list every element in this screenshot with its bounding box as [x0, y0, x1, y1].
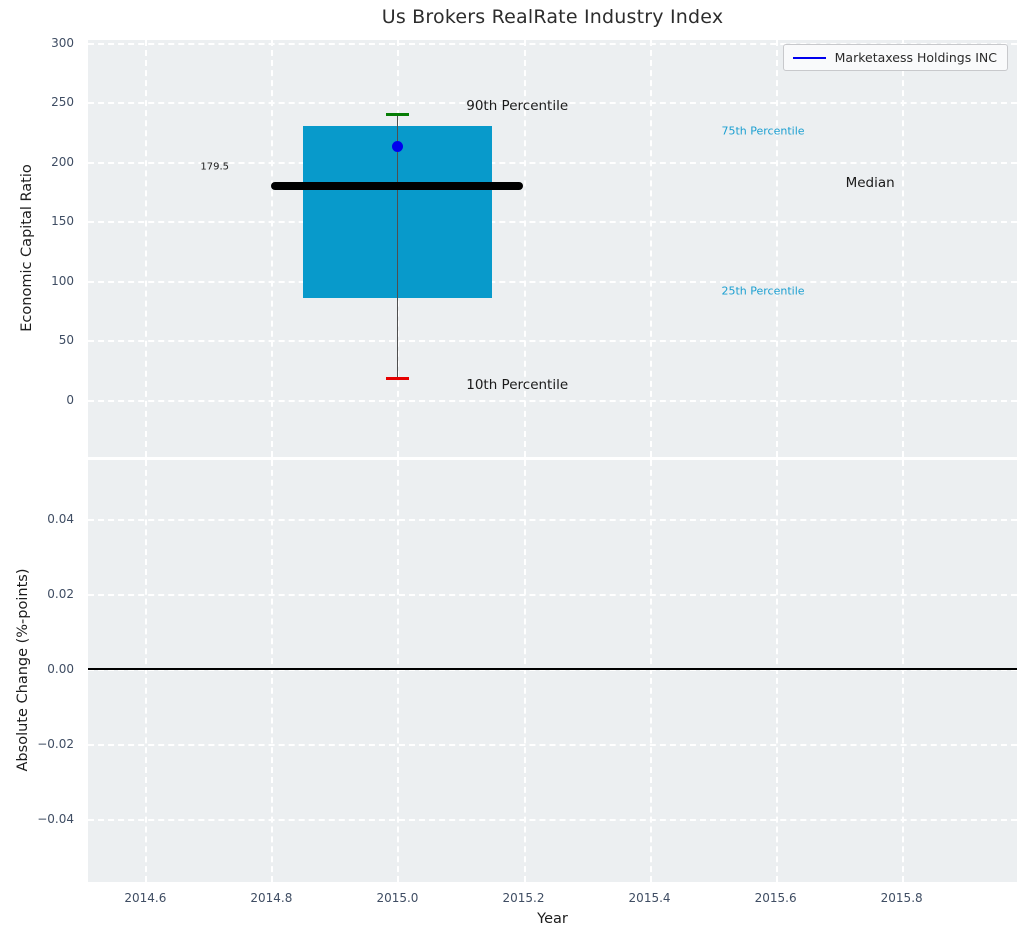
- x-tick-label: 2014.8: [250, 891, 293, 905]
- vertical-gridline: [145, 40, 148, 457]
- horizontal-gridline: [88, 743, 1017, 746]
- zero-reference-line: [88, 667, 1017, 670]
- legend: Marketaxess Holdings INC: [782, 44, 1008, 71]
- p10-cap-marker: [385, 376, 409, 381]
- x-tick-label: 2014.6: [124, 891, 167, 905]
- vertical-gridline: [775, 40, 778, 457]
- horizontal-gridline: [88, 102, 1017, 105]
- vertical-gridline: [523, 460, 526, 882]
- horizontal-gridline: [88, 593, 1017, 596]
- top-plot-area: Marketaxess Holdings INC 179.5 90th Perce…: [88, 40, 1017, 457]
- annotation-10th-percentile: 10th Percentile: [466, 376, 569, 393]
- y-tick-label: 300: [51, 35, 74, 50]
- annotation-90th-percentile: 90th Percentile: [466, 98, 569, 115]
- horizontal-gridline: [88, 518, 1017, 521]
- horizontal-gridline: [88, 340, 1017, 343]
- horizontal-gridline: [88, 399, 1017, 402]
- horizontal-gridline: [88, 668, 1017, 671]
- horizontal-gridline: [88, 42, 1017, 45]
- vertical-gridline: [901, 40, 904, 457]
- median-line: [271, 182, 524, 191]
- y-axis-label-economic-capital-ratio: Economic Capital Ratio: [19, 164, 35, 332]
- y-tick-label: −0.02: [37, 736, 74, 751]
- annotation-179-5: 179.5: [200, 161, 229, 173]
- annotation-median: Median: [845, 175, 895, 192]
- vertical-gridline: [649, 460, 652, 882]
- y-tick-label: 50: [58, 333, 74, 348]
- legend-label: Marketaxess Holdings INC: [834, 50, 997, 65]
- y-tick-label: −0.04: [37, 811, 74, 826]
- y-tick-label: 100: [51, 273, 74, 288]
- bottom-plot-area: [88, 460, 1017, 882]
- chart-title: Us Brokers RealRate Industry Index: [381, 6, 724, 28]
- horizontal-gridline: [88, 161, 1017, 164]
- x-axis-label-year: Year: [537, 911, 568, 927]
- x-tick-label: 2015.2: [502, 891, 545, 905]
- horizontal-gridline: [88, 221, 1017, 224]
- horizontal-gridline: [88, 818, 1017, 821]
- vertical-gridline: [649, 40, 652, 457]
- vertical-gridline: [775, 460, 778, 882]
- y-tick-label: 150: [51, 214, 74, 229]
- legend-line-icon: [792, 56, 826, 59]
- x-tick-label: 2015.6: [754, 891, 797, 905]
- x-tick-label: 2015.0: [376, 891, 419, 905]
- vertical-gridline: [145, 460, 148, 882]
- y-tick-label: 0.04: [47, 511, 74, 526]
- y-tick-label: 0: [66, 392, 74, 407]
- y-tick-label: 0.00: [47, 661, 74, 676]
- company-data-point: [391, 141, 403, 152]
- x-tick-label: 2015.4: [628, 891, 671, 905]
- horizontal-gridline: [88, 280, 1017, 283]
- y-tick-label: 0.02: [47, 586, 74, 601]
- vertical-gridline: [271, 40, 274, 457]
- vertical-gridline: [397, 460, 400, 882]
- p90-cap-marker: [385, 112, 409, 117]
- y-tick-label: 200: [51, 154, 74, 169]
- vertical-gridline: [523, 40, 526, 457]
- vertical-gridline: [901, 460, 904, 882]
- y-tick-label: 250: [51, 95, 74, 110]
- x-tick-label: 2015.8: [880, 891, 923, 905]
- annotation-75th-percentile: 75th Percentile: [721, 124, 805, 138]
- annotation-25th-percentile: 25th Percentile: [721, 284, 805, 297]
- whisker-line: [396, 114, 399, 379]
- vertical-gridline: [271, 460, 274, 882]
